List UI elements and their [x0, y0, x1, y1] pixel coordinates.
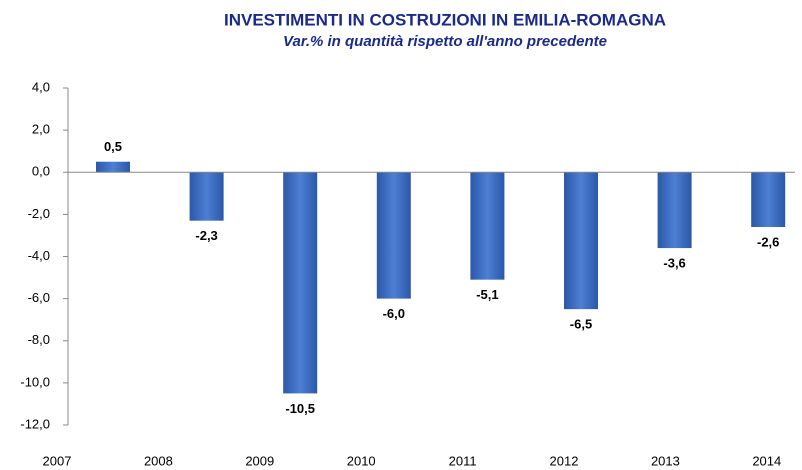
- data-label: -10,5: [285, 401, 315, 416]
- data-label: 0,5: [104, 139, 122, 154]
- data-label: -2,6: [757, 234, 779, 249]
- y-tick-label: -8,0: [28, 332, 50, 347]
- x-tick-label: 2008: [144, 453, 173, 468]
- y-tick-label: -4,0: [28, 248, 50, 263]
- data-label: -6,5: [570, 317, 592, 332]
- bar: [189, 172, 224, 221]
- y-tick-label: 0,0: [32, 164, 50, 179]
- x-tick-label: 2012: [550, 453, 579, 468]
- y-tick-label: 2,0: [32, 122, 50, 137]
- chart-title: INVESTIMENTI IN COSTRUZIONI IN EMILIA-RO…: [224, 10, 666, 29]
- x-tick-label: 2013: [651, 453, 680, 468]
- bar: [96, 161, 130, 173]
- y-tick-label: -10,0: [20, 374, 50, 389]
- bar: [376, 172, 411, 299]
- bar: [470, 172, 505, 280]
- x-tick-label: 2007: [43, 453, 72, 468]
- x-tick-label: 2014: [752, 453, 781, 468]
- bar: [657, 172, 692, 249]
- y-tick-label: 4,0: [32, 79, 50, 94]
- data-label: -2,3: [195, 228, 217, 243]
- x-tick-label: 2010: [347, 453, 376, 468]
- data-label: -5,1: [476, 287, 498, 302]
- y-tick-label: -12,0: [20, 416, 50, 431]
- data-label: -6,0: [383, 306, 405, 321]
- y-tick-label: -2,0: [28, 206, 50, 221]
- x-tick-label: 2009: [245, 453, 274, 468]
- bar: [283, 172, 318, 394]
- chart-subtitle: Var.% in quantità rispetto all'anno prec…: [283, 33, 607, 50]
- y-tick-label: -6,0: [28, 290, 50, 305]
- x-tick-label: 2011: [449, 453, 477, 468]
- bar: [564, 172, 598, 310]
- bar: [751, 172, 786, 228]
- data-label: -3,6: [663, 256, 685, 271]
